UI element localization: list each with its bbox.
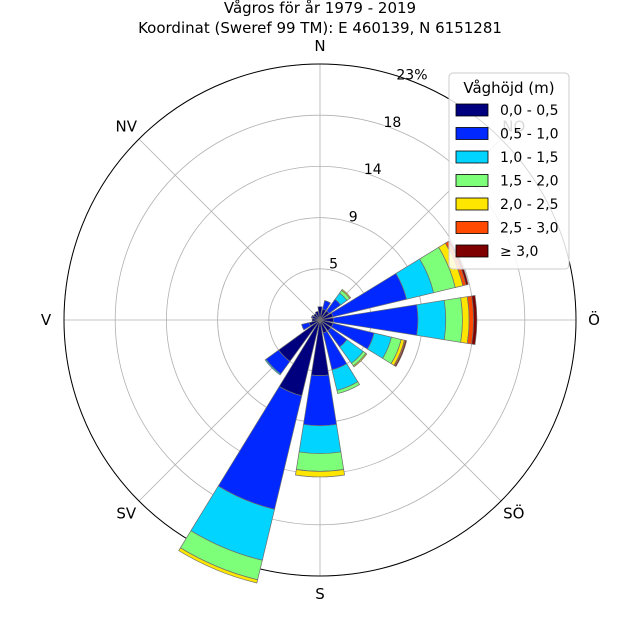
radial-tick-label: 23% [396, 67, 427, 83]
legend-swatch [455, 174, 489, 187]
rose-bar-segment [298, 424, 342, 454]
radial-tick-label: 14 [364, 162, 382, 178]
radial-tick-label: 5 [329, 257, 338, 273]
legend-swatch [455, 197, 489, 211]
legend-swatch [455, 244, 489, 258]
direction-label: NV [116, 117, 138, 135]
radial-tick-label: 18 [383, 115, 401, 131]
rose-bar-segment [317, 306, 323, 321]
rose-bar-segment [295, 451, 345, 472]
chart-subtitle: Koordinat (Sweref 99 TM): E 460139, N 61… [138, 19, 502, 37]
legend-label: 2,5 - 3,0 [500, 221, 558, 237]
rose-bar-segment [443, 297, 463, 343]
legend-label: ≥ 3,0 [500, 244, 538, 260]
rose-bar-segment [322, 300, 331, 311]
rose-bars [178, 239, 478, 584]
legend-swatch [455, 150, 489, 164]
direction-label: SÖ [503, 504, 524, 523]
radial-tick-labels: 5 9 14 18 23% [329, 67, 427, 272]
legend-label: 2,0 - 2,5 [500, 197, 558, 213]
legend-label: 0,5 - 1,0 [500, 127, 558, 143]
grid-spoke [138, 138, 321, 321]
rose-bar-segment [352, 352, 368, 368]
rose-bar-segment [416, 299, 447, 341]
legend-label: 0,0 - 0,5 [500, 103, 558, 119]
direction-label: SV [116, 505, 137, 523]
legend-swatch [455, 221, 489, 234]
rose-bar-segment [303, 374, 337, 427]
legend-title: Våghöjd (m) [463, 79, 554, 97]
direction-label: N [314, 37, 325, 55]
legend-label: 1,5 - 2,0 [500, 174, 558, 190]
legend: Våghöjd (m) 0,0 - 0,5 0,5 - 1,0 1,0 - 1,5 1… [448, 72, 570, 270]
rose-bar-segment [178, 547, 259, 584]
rose-bar-segment [217, 385, 303, 510]
rose-bar-segment [313, 313, 321, 321]
outer-circle [63, 63, 577, 577]
rose-bar-segment [295, 469, 345, 478]
radial-tick-label: 9 [349, 209, 358, 225]
rose-bar-segment [336, 381, 361, 395]
rose-bar-segment [310, 314, 314, 319]
legend-items: 0,0 - 0,5 0,5 - 1,0 1,0 - 1,5 1,5 - 2,0 2,0 … [455, 103, 558, 260]
rose-bar-segment [314, 310, 321, 321]
legend-label: 1,0 - 1,5 [500, 150, 558, 166]
chart-title: Vågros för år 1979 - 2019 [224, 0, 416, 17]
rose-bar-segment [394, 340, 408, 368]
rose-bar-segment [301, 322, 311, 331]
rose-bar-segment [264, 358, 282, 376]
direction-label: Ö [588, 310, 600, 329]
rose-bar-segment [471, 295, 478, 345]
rose-bar-segment [311, 318, 321, 322]
rose-bar-segment [341, 288, 352, 299]
direction-label: V [41, 311, 52, 329]
legend-swatch [455, 127, 489, 140]
legend-box [448, 72, 570, 270]
direction-label: S [315, 585, 325, 603]
legend-swatch [455, 103, 489, 117]
